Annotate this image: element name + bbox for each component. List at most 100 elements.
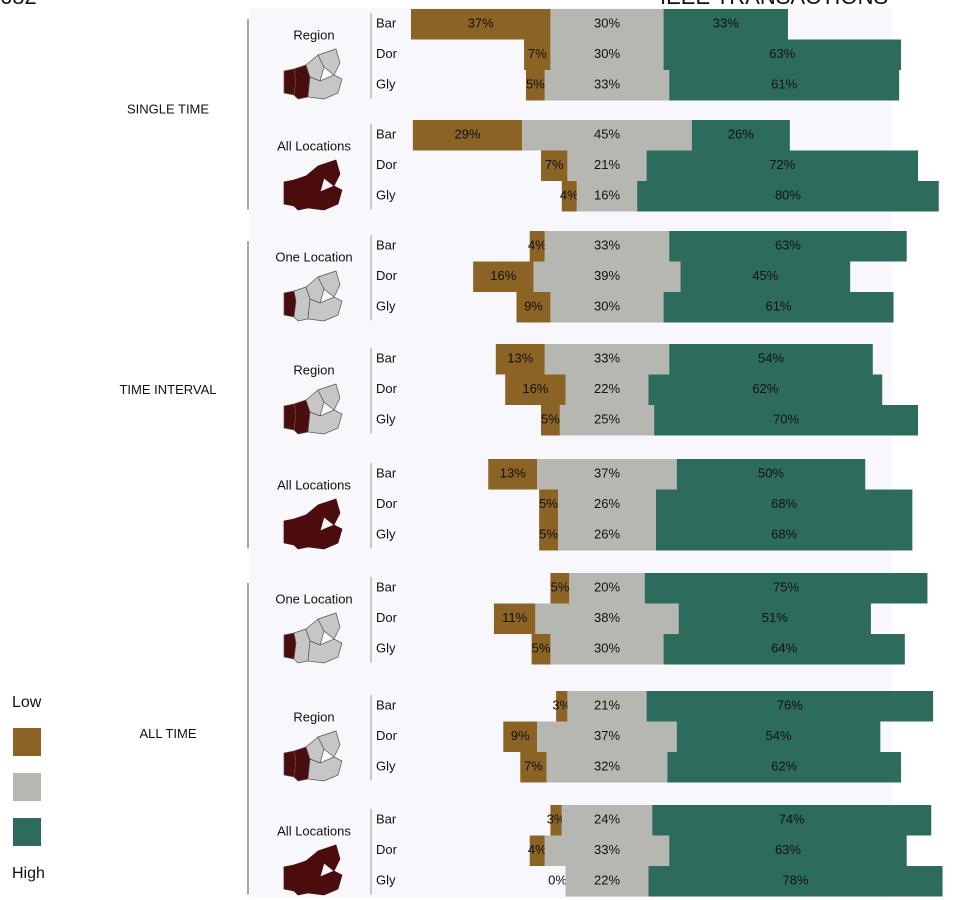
bar-segment: [669, 70, 900, 101]
bar-segment: [539, 489, 558, 520]
value-label: 25%: [594, 412, 620, 427]
bar-segment: [516, 292, 551, 323]
row-label: Bar: [376, 127, 397, 142]
bar-segment: [488, 459, 538, 490]
bar-segment: [539, 520, 558, 551]
value-label: 70%: [773, 412, 799, 427]
value-label: 5%: [539, 527, 558, 542]
value-label: 5%: [526, 77, 545, 92]
bar-segment: [669, 231, 907, 262]
bar-segment: [556, 691, 568, 722]
value-label: 32%: [594, 759, 620, 774]
row-label: Bar: [376, 698, 397, 713]
map-region: [307, 638, 343, 664]
value-label: 72%: [769, 157, 795, 172]
value-label: 75%: [773, 580, 799, 595]
bar-segment: [544, 231, 670, 262]
row-label: Bar: [376, 580, 397, 595]
value-label: 5%: [539, 496, 558, 511]
bar-segment: [544, 70, 670, 101]
value-label: 30%: [594, 16, 620, 31]
bar-segment: [648, 866, 943, 897]
value-label: 5%: [532, 641, 551, 656]
bar-segment: [524, 39, 551, 70]
value-label: 54%: [766, 728, 792, 743]
bar-segment: [412, 120, 523, 151]
value-label: 11%: [502, 610, 527, 625]
value-label: 4%: [528, 842, 547, 857]
row-label: Gly: [376, 527, 396, 542]
map-icon: [283, 844, 343, 896]
value-label: 62%: [752, 381, 778, 396]
row-label: Gly: [376, 759, 396, 774]
row-label: Dor: [376, 496, 398, 511]
map-region: [307, 74, 343, 100]
value-label: 37%: [594, 728, 620, 743]
journal-name: IEEE TRANSACTIONS: [660, 0, 888, 9]
bar-segment: [550, 39, 664, 70]
legend-swatch: [13, 773, 41, 801]
map-region: [317, 270, 341, 298]
map-region: [307, 409, 343, 435]
bar-segment: [680, 261, 851, 292]
row-label: Bar: [376, 812, 397, 827]
bar-segment: [533, 261, 681, 292]
bar-segment: [656, 489, 913, 520]
value-label: 4%: [528, 238, 547, 253]
value-label: 33%: [594, 351, 620, 366]
map-region: [317, 498, 341, 526]
row-label: Dor: [376, 46, 398, 61]
bar-segment: [654, 405, 919, 436]
bar-segment: [663, 9, 788, 40]
bar-segment: [663, 39, 902, 70]
value-label: 13%: [500, 466, 526, 481]
row-label: Dor: [376, 842, 398, 857]
map-region: [317, 48, 341, 76]
bar-segment: [550, 573, 570, 604]
bar-segment: [676, 459, 866, 490]
value-label: 39%: [594, 268, 620, 283]
value-label: 50%: [758, 466, 784, 481]
bar-segment: [691, 120, 790, 151]
legend-swatch: [13, 818, 41, 846]
bar-segment: [529, 835, 545, 866]
bar-segment: [559, 405, 655, 436]
panel-label: Region: [293, 362, 334, 377]
bar-segment: [505, 374, 566, 405]
value-label: 7%: [524, 759, 543, 774]
bar-segment: [669, 344, 873, 375]
value-label: 22%: [594, 873, 620, 888]
panel-label: One Location: [275, 249, 352, 264]
legend-label: Low: [12, 694, 42, 711]
value-label: 5%: [541, 412, 560, 427]
map-icon: [283, 270, 343, 322]
legend-label: High: [12, 865, 45, 882]
panel-label: All Locations: [277, 477, 351, 492]
map-region: [305, 389, 325, 417]
value-label: 61%: [771, 77, 797, 92]
bar-segment: [565, 866, 649, 897]
value-label: 68%: [771, 496, 797, 511]
value-label: 37%: [594, 466, 620, 481]
value-label: 68%: [771, 527, 797, 542]
value-label: 30%: [594, 46, 620, 61]
value-label: 0%: [548, 873, 567, 888]
panel-label: Region: [293, 27, 334, 42]
value-label: 37%: [468, 16, 494, 31]
row-label: Gly: [376, 641, 396, 656]
map-region: [307, 185, 343, 211]
map-icon: [283, 48, 343, 100]
bar-segment: [667, 752, 902, 783]
value-label: 21%: [594, 698, 620, 713]
value-label: 24%: [594, 812, 620, 827]
bar-segment: [535, 603, 679, 634]
value-label: 16%: [522, 381, 548, 396]
value-label: 33%: [713, 16, 739, 31]
value-label: 78%: [782, 873, 808, 888]
map-region: [317, 730, 341, 758]
bar-segment: [637, 181, 939, 212]
panel-label: All Locations: [277, 138, 351, 153]
value-label: 76%: [777, 698, 803, 713]
